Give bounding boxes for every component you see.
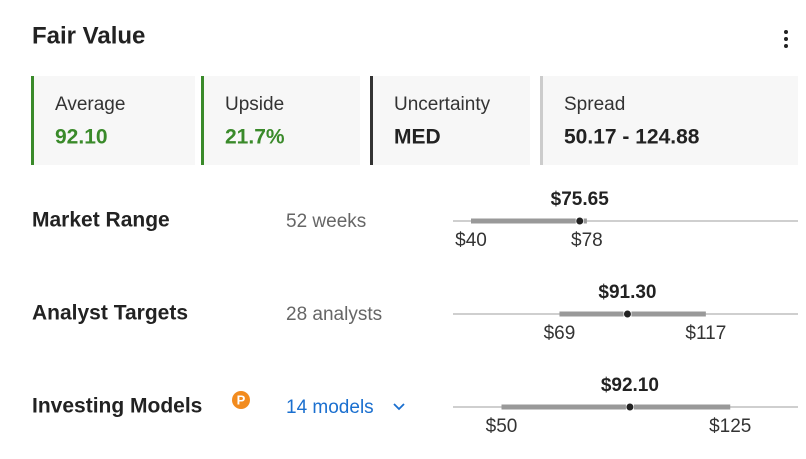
chevron-icon[interactable] — [393, 403, 405, 411]
card-value: MED — [394, 126, 441, 149]
current-label: $91.30 — [598, 282, 656, 303]
row-label: Investing Models — [32, 395, 202, 418]
metric-card: Uncertainty MED — [370, 76, 530, 165]
low-label: $69 — [544, 323, 576, 344]
card-background — [201, 76, 360, 165]
low-label: $50 — [486, 416, 518, 437]
card-label: Uncertainty — [394, 94, 491, 115]
metric-card: Average 92.10 — [31, 76, 195, 165]
current-label: $92.10 — [601, 375, 659, 396]
menu-dot — [784, 30, 788, 34]
row-detail: 52 weeks — [286, 211, 366, 232]
card-accent — [370, 76, 373, 165]
range-row: Market Range 52 weeks $75.65 $40 $78 — [32, 189, 798, 251]
card-background — [370, 76, 530, 165]
card-accent — [540, 76, 543, 165]
row-label: Analyst Targets — [32, 302, 188, 325]
current-label: $75.65 — [551, 189, 610, 210]
row-label: Market Range — [32, 209, 170, 232]
card-label: Upside — [225, 94, 284, 115]
card-value: 21.7% — [225, 126, 285, 149]
high-label: $117 — [685, 323, 726, 344]
badge-text: P — [237, 392, 246, 407]
card-label: Average — [55, 94, 125, 115]
high-label: $125 — [709, 416, 751, 437]
badge-icon — [232, 391, 250, 409]
card-background — [540, 76, 798, 165]
card-label: Spread — [564, 94, 625, 115]
card-background — [31, 76, 195, 165]
high-label: $78 — [571, 230, 603, 251]
card-accent — [31, 76, 34, 165]
menu-dot — [784, 44, 788, 48]
menu-button[interactable] — [784, 30, 788, 48]
range-row: Investing Models P 14 models $92.10 $50 $125 — [32, 375, 798, 437]
card-value: 92.10 — [55, 126, 108, 149]
range-row: Analyst Targets 28 analysts $91.30 $69 $117 — [32, 282, 798, 344]
title: Fair Value — [32, 22, 145, 49]
metric-card: Upside 21.7% — [201, 76, 360, 165]
card-accent — [201, 76, 204, 165]
metric-card: Spread 50.17 - 124.88 — [540, 76, 798, 165]
models-link[interactable]: 14 models — [286, 397, 374, 418]
current-marker — [623, 310, 631, 318]
current-marker — [626, 403, 634, 411]
current-marker — [576, 217, 584, 225]
card-value: 50.17 - 124.88 — [564, 126, 700, 149]
low-label: $40 — [455, 230, 487, 251]
row-detail: 28 analysts — [286, 304, 382, 325]
menu-dot — [784, 37, 788, 41]
